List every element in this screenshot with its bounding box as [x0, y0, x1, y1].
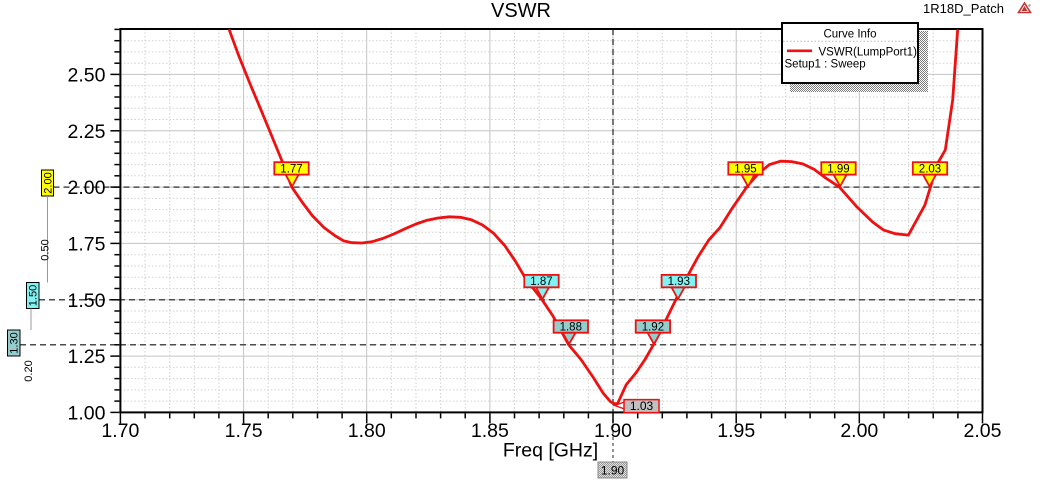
svg-text:1.50: 1.50 [68, 290, 106, 312]
svg-text:1.75: 1.75 [68, 233, 106, 255]
svg-text:2.03: 2.03 [919, 163, 941, 175]
svg-text:1R18D_Patch: 1R18D_Patch [923, 1, 1004, 16]
svg-text:1.70: 1.70 [101, 420, 139, 442]
svg-text:1.90: 1.90 [601, 464, 625, 478]
svg-text:1.30: 1.30 [9, 332, 21, 353]
svg-text:1.87: 1.87 [530, 276, 552, 288]
svg-text:1.95: 1.95 [717, 420, 755, 442]
svg-text:VSWR(LumpPort1): VSWR(LumpPort1) [819, 46, 918, 58]
svg-text:2.25: 2.25 [68, 121, 106, 143]
svg-text:1.50: 1.50 [28, 285, 40, 306]
svg-text:1.03: 1.03 [630, 399, 654, 413]
svg-text:1.88: 1.88 [560, 322, 582, 334]
svg-text:1.75: 1.75 [225, 420, 263, 442]
svg-text:Freq [GHz]: Freq [GHz] [503, 440, 598, 462]
svg-text:1.80: 1.80 [348, 420, 386, 442]
svg-text:2.00: 2.00 [68, 177, 106, 199]
svg-text:1.90: 1.90 [594, 420, 632, 442]
svg-text:VSWR: VSWR [491, 0, 551, 22]
svg-text:2.00: 2.00 [840, 420, 878, 442]
svg-text:1.85: 1.85 [471, 420, 509, 442]
svg-text:2.50: 2.50 [68, 64, 106, 86]
svg-text:1.25: 1.25 [68, 346, 106, 368]
svg-text:1.99: 1.99 [827, 163, 849, 175]
svg-text:1.93: 1.93 [668, 276, 690, 288]
svg-text:Curve Info: Curve Info [823, 29, 876, 41]
svg-text:0.50: 0.50 [39, 239, 51, 260]
svg-text:1.92: 1.92 [642, 322, 664, 334]
svg-text:1.00: 1.00 [68, 402, 106, 424]
svg-text:0.20: 0.20 [23, 360, 35, 381]
svg-text:1.77: 1.77 [280, 163, 302, 175]
svg-text:Setup1 : Sweep: Setup1 : Sweep [785, 58, 866, 70]
svg-text:2.05: 2.05 [964, 420, 1002, 442]
svg-text:1.95: 1.95 [734, 163, 756, 175]
svg-text:2.00: 2.00 [42, 172, 54, 193]
